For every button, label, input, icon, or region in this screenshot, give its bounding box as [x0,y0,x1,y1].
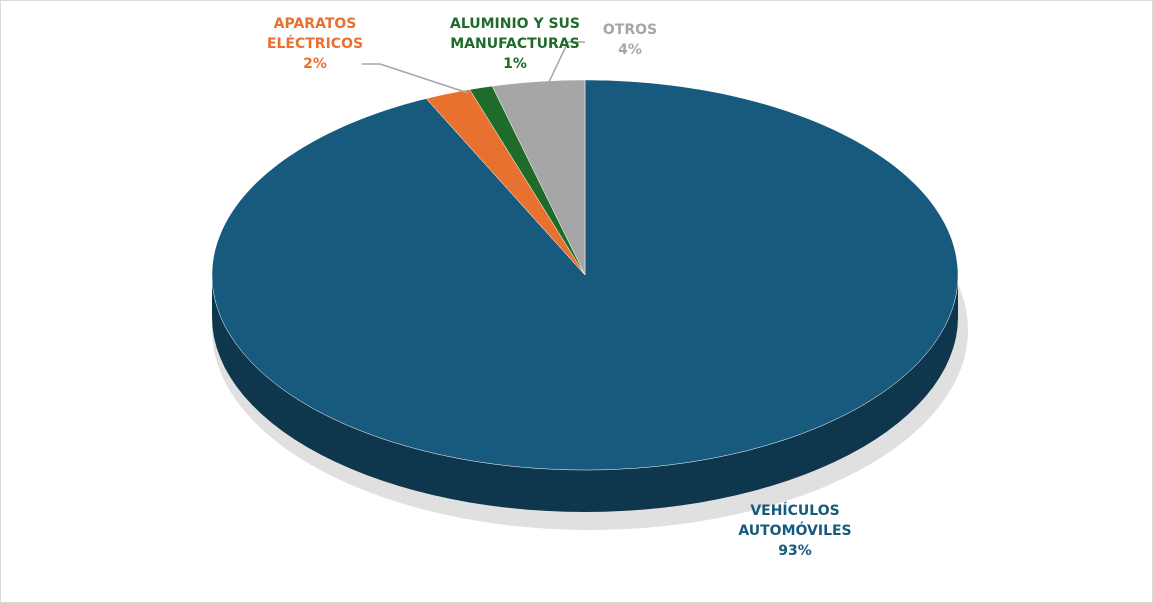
category-name: VEHÍCULOS AUTOMÓVILES [738,503,852,539]
value-label: 1% [503,56,527,72]
slice-side [212,275,958,512]
category-name: OTROS [602,22,658,38]
slice-label: VEHÍCULOS AUTOMÓVILES 93% [730,501,860,561]
value-label: 2% [303,56,327,72]
slice-label: APARATOS ELÉCTRICOS 2% [250,14,380,74]
leader-line [362,63,469,94]
value-label: 4% [618,42,642,58]
slice-label: OTROS 4% [590,20,670,60]
category-name: APARATOS ELÉCTRICOS [266,16,364,52]
slice [425,89,586,276]
slice-label: ALUMINIO Y SUS MANUFACTURAS 1% [415,14,615,74]
value-label: 93% [778,543,812,559]
category-name: ALUMINIO Y SUS MANUFACTURAS [449,16,580,52]
slice [491,79,586,276]
leader-line [547,41,585,85]
